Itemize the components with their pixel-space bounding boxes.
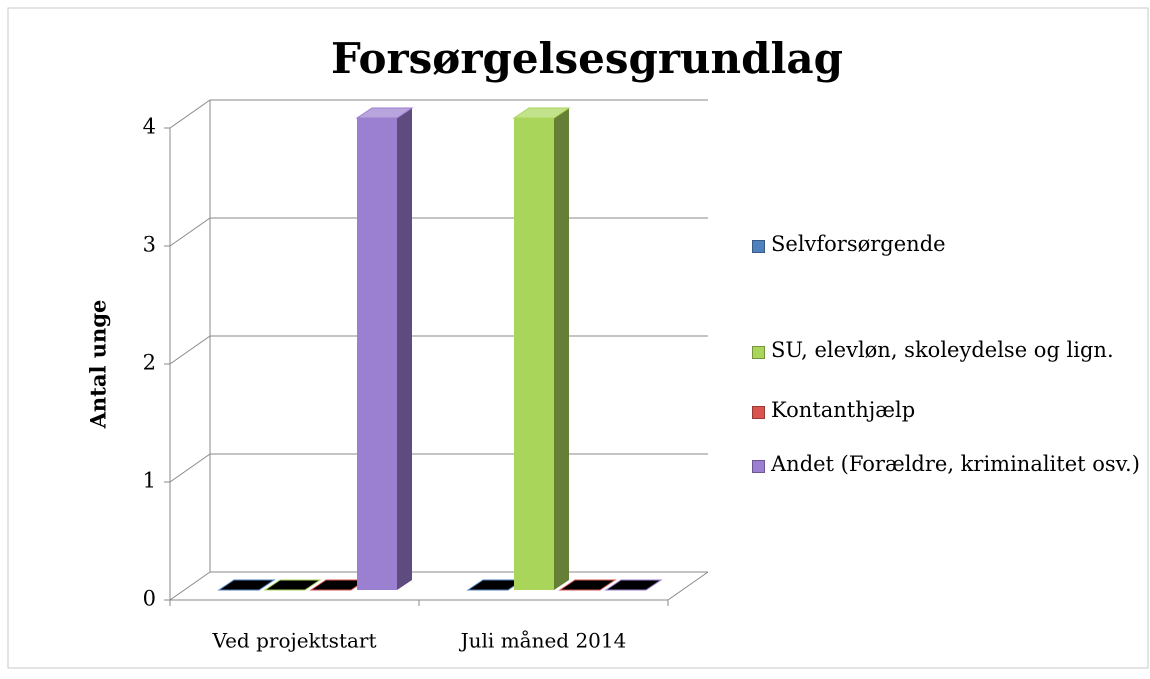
legend-label: SU, elevløn, skoleydelse og lign. (771, 338, 1114, 362)
bar-front (357, 118, 397, 590)
legend-swatch (752, 346, 765, 359)
bar-front (514, 118, 554, 590)
legend-label: Selvforsørgende (771, 232, 946, 256)
legend-label: Andet (Forældre, kriminalitet osv.) (771, 452, 1140, 476)
grid-line (169, 217, 211, 247)
grid-line (169, 571, 211, 601)
legend-label: Kontanthjælp (771, 398, 916, 422)
y-tick-label: 1 (143, 469, 156, 493)
chart-title: Forsørgelsesgrundlag (331, 34, 843, 83)
x-tick-label: Juli måned 2014 (459, 629, 627, 653)
bar-top (263, 579, 322, 591)
y-tick-label: 3 (143, 233, 156, 257)
bar-side (397, 108, 412, 590)
bar (263, 579, 322, 591)
legend-item: Selvforsørgende (752, 232, 1142, 256)
y-tick-label: 2 (143, 351, 156, 375)
floor-edge (667, 571, 709, 601)
legend: Selvforsørgende SU, elevløn, skoleydelse … (752, 232, 1142, 476)
legend-swatch (752, 406, 765, 419)
bar-top (355, 107, 414, 119)
x-tick-label: Ved projektstart (211, 629, 376, 653)
grid-line (169, 335, 211, 365)
bar (355, 107, 414, 590)
bar-top (604, 579, 663, 591)
grid-line (169, 99, 211, 129)
y-tick-label: 0 (143, 587, 156, 611)
bar-top (558, 579, 617, 591)
legend-item: Kontanthjælp (752, 398, 1142, 422)
y-tick-label: 4 (143, 115, 156, 139)
bar-top (217, 579, 276, 591)
frame (7, 7, 1149, 669)
bar-top (512, 107, 571, 119)
bar (512, 107, 571, 590)
bar (604, 579, 663, 591)
y-axis-label: Antal unge (86, 300, 111, 430)
legend-item: SU, elevløn, skoleydelse og lign. (752, 338, 1142, 362)
grid-line (169, 453, 211, 483)
bar (217, 579, 276, 591)
legend-swatch (752, 240, 765, 253)
bar (558, 579, 617, 591)
legend-swatch (752, 460, 765, 473)
legend-item: Andet (Forældre, kriminalitet osv.) (752, 452, 1142, 476)
bar-side (554, 108, 569, 590)
